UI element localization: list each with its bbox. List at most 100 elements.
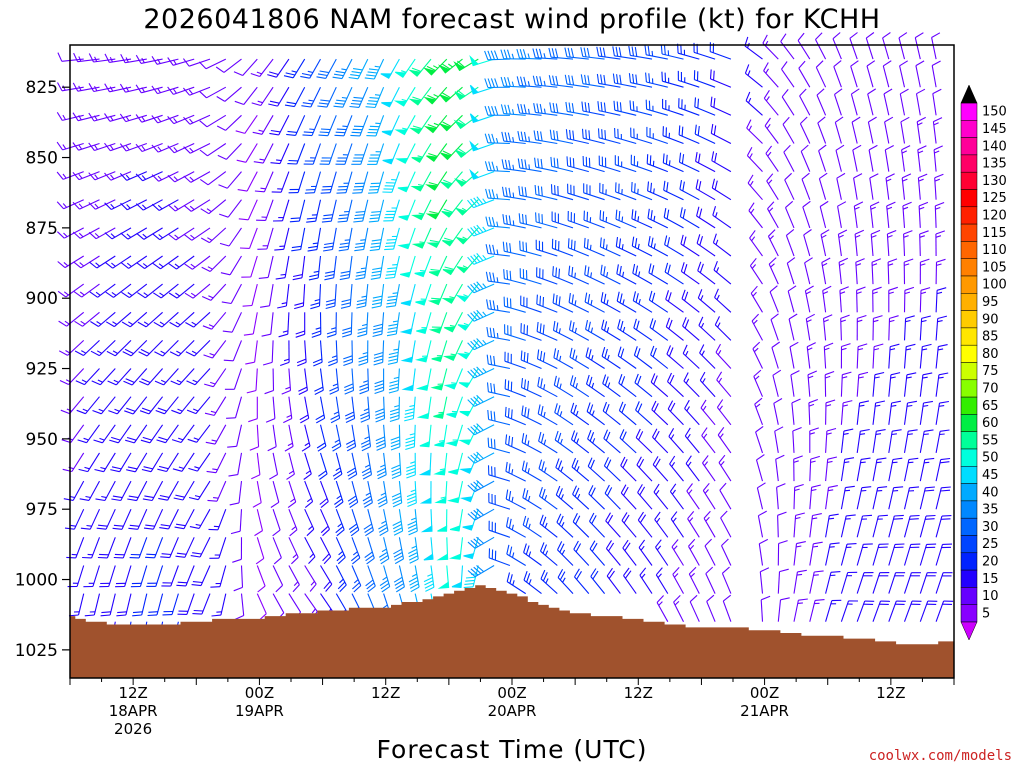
wind-barb <box>903 343 916 369</box>
wind-barb <box>442 340 463 362</box>
wind-barb <box>434 481 448 504</box>
wind-barb <box>189 508 211 529</box>
wind-barb <box>919 543 937 566</box>
wind-barb <box>851 116 861 144</box>
wind-barb <box>698 316 716 341</box>
wind-barb <box>455 143 479 158</box>
wind-barb <box>550 184 574 201</box>
wind-barb <box>583 210 605 229</box>
wind-barb <box>840 428 854 453</box>
wind-barb <box>183 143 211 154</box>
wind-barb <box>915 60 925 88</box>
wind-barb <box>376 452 387 480</box>
wind-barb <box>580 47 605 60</box>
wind-barb <box>467 253 495 265</box>
wind-barb <box>284 86 306 108</box>
wind-barb <box>635 428 653 454</box>
x-tick-label: 00Z <box>245 684 274 702</box>
x-tick-label: 20APR <box>488 702 537 720</box>
wind-barb <box>919 486 935 510</box>
wind-barb <box>251 452 261 480</box>
wind-barb <box>903 315 915 341</box>
wind-barb <box>88 142 116 152</box>
wind-barb <box>548 47 574 60</box>
wind-barb <box>171 396 195 415</box>
colorbar-label: 70 <box>982 381 999 396</box>
wind-barb <box>815 60 827 88</box>
wind-barb <box>838 257 849 285</box>
colorbar-cell <box>960 258 978 277</box>
wind-barb <box>807 370 818 397</box>
y-tick-label: 825 <box>26 78 58 98</box>
wind-barb <box>694 124 716 144</box>
wind-barb <box>307 227 322 252</box>
wind-barb <box>903 258 914 285</box>
wind-barb <box>699 344 716 369</box>
wind-barb <box>935 543 953 566</box>
wind-barb <box>822 314 833 341</box>
wind-barb <box>220 255 242 276</box>
wind-barb <box>825 599 842 622</box>
wind-barb <box>145 537 164 559</box>
colorbar-label: 75 <box>982 364 999 379</box>
wind-barb <box>456 227 479 245</box>
wind-barb <box>168 283 195 299</box>
wind-barb <box>184 283 211 299</box>
wind-barb <box>209 537 227 559</box>
wind-barb <box>636 456 653 482</box>
wind-barb <box>757 510 767 538</box>
wind-barb <box>520 323 542 341</box>
wind-barb <box>825 456 838 482</box>
colorbar-cell <box>960 535 978 554</box>
wind-barb <box>233 565 244 592</box>
wind-barb <box>333 86 353 108</box>
colorbar-cell <box>960 344 978 363</box>
wind-barb <box>914 32 924 60</box>
wind-barb <box>414 255 432 278</box>
wind-barb <box>202 311 227 330</box>
wind-barb <box>288 508 298 537</box>
wind-barb <box>615 182 637 201</box>
wind-barb <box>360 424 372 452</box>
wind-barb <box>538 431 558 454</box>
wind-barb <box>505 489 526 510</box>
wind-barb <box>917 173 928 200</box>
wind-barb <box>170 368 195 386</box>
wind-barb <box>802 200 811 229</box>
wind-barb <box>258 255 274 279</box>
wind-barb <box>620 484 637 510</box>
wind-barb <box>245 340 258 365</box>
colorbar-label: 140 <box>982 139 1007 154</box>
x-tick-label: 18APR <box>109 702 158 720</box>
wind-barb <box>713 261 732 285</box>
wind-barb <box>420 509 433 533</box>
wind-barb <box>777 597 790 622</box>
wind-barb <box>682 344 700 369</box>
wind-barb <box>683 372 700 398</box>
wind-barb <box>935 486 951 510</box>
wind-barb <box>351 143 369 165</box>
colorbar-label: 15 <box>982 572 999 587</box>
wind-barb <box>211 593 227 617</box>
wind-barb <box>534 184 558 201</box>
wind-barb <box>747 174 763 201</box>
wind-barb <box>320 171 337 194</box>
wind-barb <box>121 283 148 299</box>
wind-barb <box>419 481 432 504</box>
wind-barb <box>249 424 260 451</box>
wind-barb <box>360 396 371 423</box>
wind-barb <box>585 347 605 369</box>
wind-barb <box>673 595 684 622</box>
wind-barb <box>519 268 542 285</box>
wind-barb <box>329 368 339 395</box>
wind-barb <box>748 202 763 229</box>
wind-barb <box>872 572 890 594</box>
chart-title: 2026041806 NAM forecast wind profile (kt… <box>143 4 880 35</box>
wind-barb <box>523 571 542 595</box>
wind-barb <box>932 88 942 116</box>
wind-barb <box>183 171 211 183</box>
wind-barb <box>304 565 317 592</box>
wind-barb <box>128 508 148 530</box>
wind-barb <box>570 402 590 426</box>
wind-barb <box>350 115 369 137</box>
